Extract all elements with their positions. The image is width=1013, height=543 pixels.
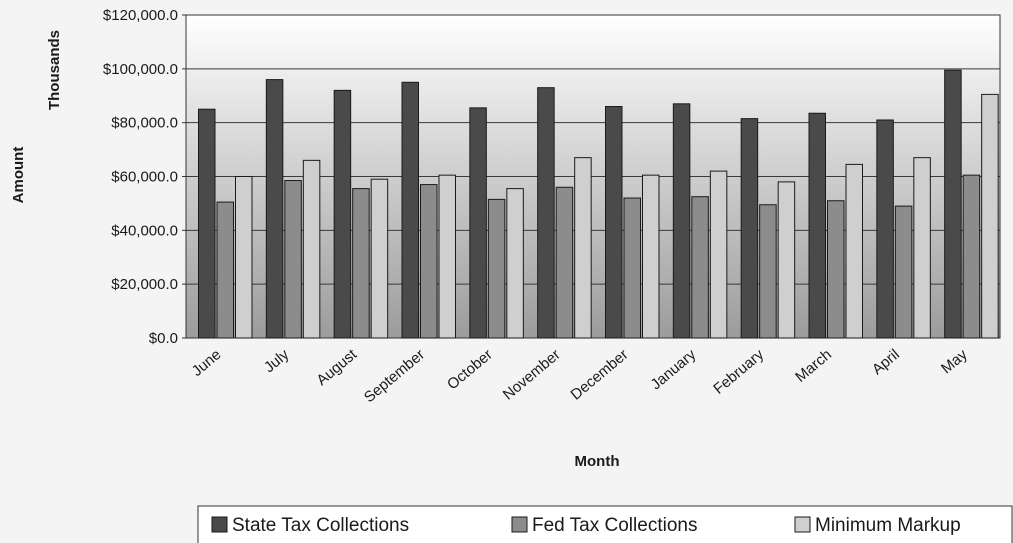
bar bbox=[487, 198, 506, 339]
bar bbox=[574, 157, 592, 339]
x-tick-label: December bbox=[568, 346, 632, 404]
bar bbox=[370, 178, 389, 339]
bar bbox=[827, 200, 845, 339]
bar bbox=[506, 188, 524, 339]
x-tick-label: January bbox=[648, 346, 700, 394]
bar bbox=[777, 181, 796, 339]
bar bbox=[913, 157, 931, 339]
y-tick-label: $40,000.0 bbox=[111, 222, 178, 239]
bar bbox=[198, 108, 216, 339]
bar bbox=[623, 197, 641, 339]
bars bbox=[198, 69, 999, 339]
bar bbox=[944, 69, 962, 339]
bar bbox=[555, 186, 574, 339]
x-tick-label: April bbox=[869, 346, 903, 378]
x-tick-label: September bbox=[361, 346, 428, 406]
bar bbox=[709, 170, 728, 339]
bar bbox=[759, 204, 777, 339]
y-tick-label: $20,000.0 bbox=[111, 276, 178, 293]
x-tick-label: February bbox=[710, 346, 767, 398]
y-tick-label: $0.0 bbox=[149, 330, 178, 347]
x-tick-label: August bbox=[313, 346, 360, 390]
legend-box bbox=[197, 505, 1013, 543]
bar bbox=[469, 107, 487, 339]
bar bbox=[352, 188, 370, 339]
x-tick-label: July bbox=[261, 346, 293, 376]
y-tick-label: $60,000.0 bbox=[111, 169, 178, 186]
y-tick-labels: $0.0 $20,000.0 $40,000.0 $60,000.0 $80,000.0… bbox=[103, 7, 186, 347]
legend-swatch bbox=[511, 516, 528, 533]
legend: State Tax Collections Fed Tax Collections… bbox=[197, 505, 1013, 543]
bar bbox=[962, 174, 981, 339]
bar bbox=[265, 79, 284, 339]
bar bbox=[876, 119, 894, 339]
bar bbox=[642, 174, 660, 339]
legend-label: State Tax Collections bbox=[232, 515, 409, 536]
bar bbox=[691, 196, 709, 339]
x-tick-label: March bbox=[792, 346, 835, 386]
x-axis-title: Month bbox=[575, 453, 620, 470]
bar bbox=[235, 176, 253, 339]
y-tick-label: $100,000.0 bbox=[103, 61, 178, 78]
bar bbox=[438, 174, 456, 339]
legend-label: Minimum Markup bbox=[815, 515, 961, 536]
legend-swatch bbox=[794, 516, 811, 533]
x-tick-label: November bbox=[500, 346, 564, 404]
x-tick-labels: June July August September October November De… bbox=[189, 346, 971, 407]
bar bbox=[845, 163, 863, 339]
bar bbox=[333, 89, 352, 339]
bar bbox=[894, 205, 913, 339]
bar bbox=[420, 184, 438, 339]
bar bbox=[302, 159, 321, 339]
y-axis-unit-label: Thousands bbox=[46, 30, 63, 110]
y-axis-title: Amount bbox=[10, 147, 27, 204]
x-tick-label: May bbox=[938, 346, 971, 378]
x-tick-label: October bbox=[444, 346, 496, 393]
bar bbox=[808, 112, 826, 339]
bar bbox=[537, 87, 555, 339]
y-tick-label: $120,000.0 bbox=[103, 7, 178, 24]
x-tick-label: June bbox=[189, 346, 225, 380]
bar bbox=[740, 118, 759, 339]
bar bbox=[672, 103, 691, 339]
bar bbox=[981, 93, 999, 339]
y-tick-label: $80,000.0 bbox=[111, 115, 178, 132]
bar bbox=[605, 106, 623, 339]
gridlines bbox=[186, 68, 1000, 285]
bar bbox=[216, 201, 234, 339]
legend-swatch bbox=[211, 516, 228, 533]
bar bbox=[284, 180, 302, 339]
legend-label: Fed Tax Collections bbox=[532, 515, 697, 536]
bar bbox=[401, 81, 419, 339]
